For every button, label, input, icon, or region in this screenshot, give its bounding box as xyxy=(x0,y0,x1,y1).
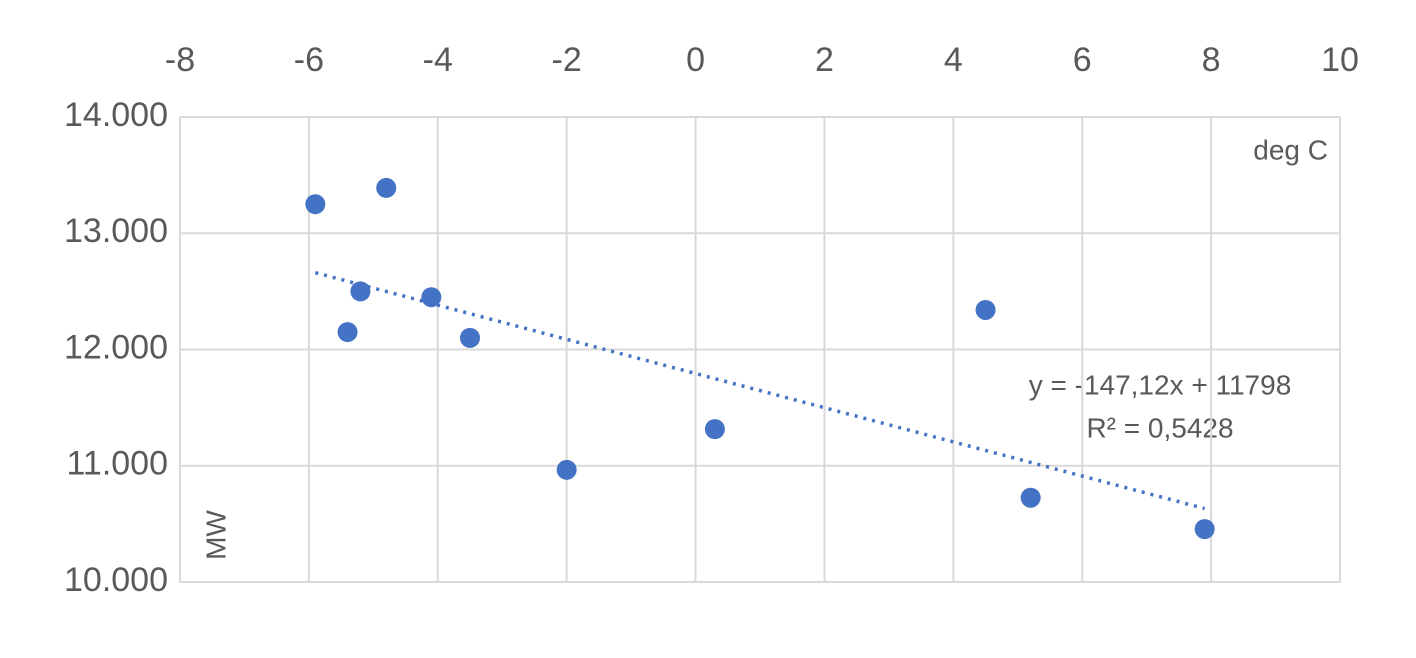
y-axis-title: MW xyxy=(200,510,231,560)
data-point xyxy=(376,177,397,198)
data-point xyxy=(556,459,577,480)
x-tick-label: 4 xyxy=(944,41,963,79)
x-tick-label: 0 xyxy=(686,41,705,79)
x-tick-label: -6 xyxy=(294,41,324,79)
data-point xyxy=(305,194,326,215)
x-tick-label: 10 xyxy=(1321,41,1359,79)
data-point xyxy=(704,419,725,440)
data-point xyxy=(421,287,442,308)
data-point xyxy=(1020,487,1041,508)
data-point xyxy=(1194,519,1215,540)
x-tick-label: 6 xyxy=(1073,41,1092,79)
trendline-equation: y = -147,12x + 11798 xyxy=(1029,369,1292,400)
y-tick-label: 12.000 xyxy=(64,328,168,366)
x-axis-title: deg C xyxy=(1253,134,1328,165)
x-tick-label: -4 xyxy=(423,41,453,79)
data-point xyxy=(975,299,996,320)
y-tick-label: 13.000 xyxy=(64,212,168,250)
trendline-r-squared: R² = 0,5428 xyxy=(1086,412,1233,443)
data-point xyxy=(350,281,371,302)
x-tick-label: 8 xyxy=(1202,41,1221,79)
y-tick-label: 14.000 xyxy=(64,96,168,134)
y-tick-label: 10.000 xyxy=(64,561,168,599)
data-point xyxy=(337,322,358,343)
x-tick-label: -2 xyxy=(552,41,582,79)
data-point xyxy=(460,327,480,348)
trendline xyxy=(314,270,1206,511)
x-tick-label: 2 xyxy=(815,41,834,79)
x-tick-label: -8 xyxy=(165,41,195,79)
y-tick-label: 11.000 xyxy=(67,445,168,483)
